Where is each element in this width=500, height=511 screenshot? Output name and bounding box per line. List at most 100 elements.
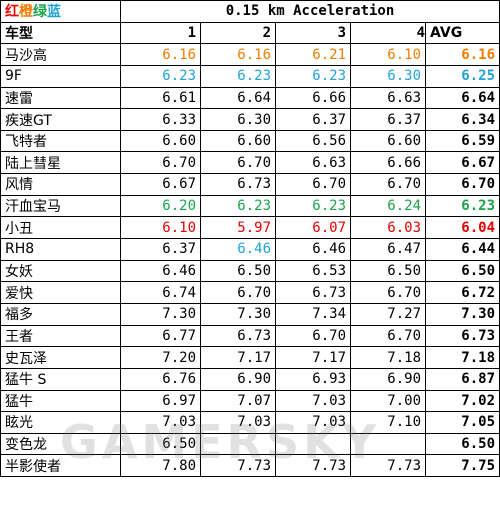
- header-avg: AVG: [425, 21, 500, 45]
- run-4-time: 7.27: [350, 302, 426, 326]
- run-1-time: 6.37: [120, 238, 201, 261]
- run-4-time: 6.63: [350, 86, 426, 110]
- avg-time: 6.64: [425, 86, 500, 110]
- avg-time: 7.18: [425, 346, 500, 369]
- table-row: 福多 7.30 7.30 7.34 7.27 7.30: [0, 302, 500, 326]
- car-name: 变色龙: [0, 432, 121, 456]
- run-1-time: 6.10: [120, 216, 201, 240]
- run-3-time: 6.07: [275, 216, 351, 240]
- car-name: 史瓦泽: [0, 346, 121, 369]
- run-2-time: 6.70: [200, 151, 276, 175]
- header-run-3: 3: [275, 21, 351, 45]
- run-3-time: 7.17: [275, 346, 351, 369]
- run-4-time: 6.37: [350, 108, 426, 131]
- car-name: 猛牛 S: [0, 367, 121, 391]
- run-4-time: 6.03: [350, 216, 426, 240]
- run-1-time: 7.03: [120, 411, 201, 434]
- table-row: 猛牛 6.97 7.07 7.03 7.00 7.02: [0, 389, 500, 413]
- run-1-time: 6.97: [120, 389, 201, 413]
- car-name: 眩光: [0, 411, 121, 434]
- run-1-time: 7.80: [120, 454, 201, 478]
- acceleration-table: 红橙绿蓝 0.15 km Acceleration 车型 1 2 3 4 AVG…: [0, 0, 500, 478]
- table-row: 马沙高 6.16 6.16 6.21 6.10 6.16: [0, 43, 500, 66]
- run-2-time: 7.73: [200, 454, 276, 478]
- table-row: 陆上彗星 6.70 6.70 6.63 6.66 6.67: [0, 151, 500, 175]
- run-4-time: 7.73: [350, 454, 426, 478]
- run-1-time: 6.23: [120, 64, 201, 88]
- car-name: 半影使者: [0, 454, 121, 478]
- table-row: 小丑 6.10 5.97 6.07 6.03 6.04: [0, 216, 500, 240]
- avg-time: 6.59: [425, 129, 500, 153]
- table-row: 史瓦泽 7.20 7.17 7.17 7.18 7.18: [0, 346, 500, 369]
- run-3-time: 7.34: [275, 302, 351, 326]
- run-3-time: 7.03: [275, 411, 351, 434]
- avg-time: 6.23: [425, 194, 500, 218]
- run-4-time: 6.30: [350, 64, 426, 88]
- title-row: 红橙绿蓝 0.15 km Acceleration: [0, 0, 500, 23]
- run-3-time: [275, 432, 351, 456]
- avg-time: 7.02: [425, 389, 500, 413]
- run-3-time: 6.23: [275, 64, 351, 88]
- run-4-time: 6.50: [350, 259, 426, 283]
- run-4-time: 6.70: [350, 173, 426, 196]
- table-row: 9F 6.23 6.23 6.23 6.30 6.25: [0, 64, 500, 88]
- avg-time: 6.25: [425, 64, 500, 88]
- run-4-time: 6.66: [350, 151, 426, 175]
- run-2-time: 6.50: [200, 259, 276, 283]
- table-row: 飞特者 6.60 6.60 6.56 6.60 6.59: [0, 129, 500, 153]
- car-name: 9F: [0, 64, 121, 88]
- run-1-time: 7.30: [120, 302, 201, 326]
- run-1-time: 6.33: [120, 108, 201, 131]
- avg-time: 6.72: [425, 281, 500, 304]
- car-name: 福多: [0, 302, 121, 326]
- run-4-time: 6.24: [350, 194, 426, 218]
- avg-time: 7.75: [425, 454, 500, 478]
- car-name: 飞特者: [0, 129, 121, 153]
- table-row: 爱快 6.74 6.70 6.73 6.70 6.72: [0, 281, 500, 304]
- avg-time: 7.30: [425, 302, 500, 326]
- run-3-time: 6.70: [275, 324, 351, 348]
- run-2-time: 6.16: [200, 43, 276, 66]
- avg-time: 6.34: [425, 108, 500, 131]
- run-2-time: 6.90: [200, 367, 276, 391]
- run-1-time: 7.20: [120, 346, 201, 369]
- avg-time: 6.73: [425, 324, 500, 348]
- run-2-time: 5.97: [200, 216, 276, 240]
- run-1-time: 6.61: [120, 86, 201, 110]
- table-row: 半影使者 7.80 7.73 7.73 7.73 7.75: [0, 454, 500, 478]
- avg-time: 6.50: [425, 432, 500, 456]
- run-3-time: 6.66: [275, 86, 351, 110]
- avg-time: 6.50: [425, 259, 500, 283]
- run-1-time: 6.50: [120, 432, 201, 456]
- run-2-time: 6.30: [200, 108, 276, 131]
- table-row: 变色龙 6.50 6.50: [0, 432, 500, 456]
- run-3-time: 7.03: [275, 389, 351, 413]
- car-name: 女妖: [0, 259, 121, 283]
- table-row: RH8 6.37 6.46 6.46 6.47 6.44: [0, 238, 500, 261]
- header-name: 车型: [0, 21, 121, 45]
- run-4-time: 6.60: [350, 129, 426, 153]
- header-row: 车型 1 2 3 4 AVG: [0, 21, 500, 45]
- avg-time: 6.04: [425, 216, 500, 240]
- avg-time: 6.67: [425, 151, 500, 175]
- run-3-time: 6.70: [275, 173, 351, 196]
- car-name: RH8: [0, 238, 121, 261]
- table-title: 0.15 km Acceleration: [120, 0, 500, 23]
- legend-blue: 蓝: [47, 4, 61, 21]
- run-1-time: 6.67: [120, 173, 201, 196]
- car-name: 马沙高: [0, 43, 121, 66]
- car-name: 王者: [0, 324, 121, 348]
- run-3-time: 6.53: [275, 259, 351, 283]
- car-name: 速雷: [0, 86, 121, 110]
- run-3-time: 6.93: [275, 367, 351, 391]
- avg-time: 6.44: [425, 238, 500, 261]
- run-2-time: 7.30: [200, 302, 276, 326]
- run-1-time: 6.74: [120, 281, 201, 304]
- run-2-time: 6.60: [200, 129, 276, 153]
- run-3-time: 6.73: [275, 281, 351, 304]
- run-4-time: 7.00: [350, 389, 426, 413]
- legend-red: 红: [5, 4, 19, 21]
- table-row: 风情 6.67 6.73 6.70 6.70 6.70: [0, 173, 500, 196]
- run-2-time: [200, 432, 276, 456]
- run-2-time: 7.07: [200, 389, 276, 413]
